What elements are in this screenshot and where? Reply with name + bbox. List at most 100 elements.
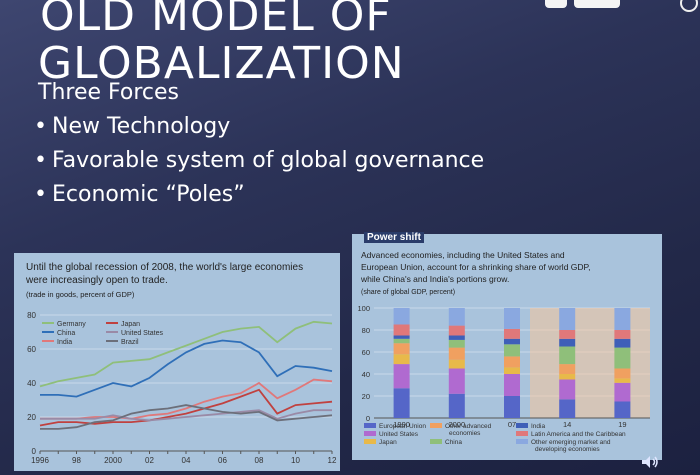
bar-segment-other-emerging-market-and-developing-economies [559, 308, 576, 330]
bar-segment-india [614, 338, 631, 348]
series-line-united-states [40, 409, 332, 422]
y-tick-label: 80 [27, 311, 36, 320]
projection-background [530, 308, 650, 418]
bar-segment-japan [393, 354, 410, 365]
series-line-brazil [40, 404, 333, 430]
x-tick-label: 12 [328, 456, 337, 465]
legend-swatch [516, 431, 528, 436]
line-chart: 0 20 40 60 80 1996 98 2000 02 04 06 08 10 12 Germany… [27, 311, 337, 465]
bar-segment-european-union [504, 396, 520, 418]
speaker-icon[interactable] [640, 455, 660, 469]
bar-segment-india [504, 338, 520, 345]
legend-swatch [364, 439, 376, 444]
y-tick-label: 60 [27, 345, 36, 354]
bar-segment-united-states [614, 382, 631, 402]
legend-swatch [430, 423, 442, 428]
bar-segment-european-union [393, 388, 410, 418]
bar-segment-other-advanced-economies [393, 343, 410, 355]
bar-segment-latin-america-and-the-caribbean [559, 330, 576, 339]
bar-segment-other-emerging-market-and-developing-economies [504, 308, 520, 329]
legend-swatch [516, 423, 528, 428]
bar-segment-other-emerging-market-and-developing-economies [448, 308, 465, 326]
stacked-bar-chart: 0 20 40 60 80 100 1990 2000 07 14 19 [357, 304, 650, 429]
legend-swatch [364, 423, 376, 428]
chart-title-line1: Until the global recession of 2008, the … [26, 262, 304, 273]
bar-segment-japan [504, 367, 520, 374]
bar-segment-latin-america-and-the-caribbean [393, 324, 410, 336]
bar-segment-india [448, 335, 465, 340]
legend-label: China [57, 330, 75, 337]
y-tick-label: 40 [27, 379, 36, 388]
bar-segment-united-states [559, 379, 576, 400]
toolbar-button[interactable] [545, 0, 567, 8]
chart-title-line1: Advanced economies, including the United… [361, 250, 565, 260]
y-tick-label: 20 [27, 413, 36, 422]
x-tick-label: 1990 [393, 420, 410, 429]
bar-segment-other-advanced-economies [448, 347, 465, 360]
x-tick-label: 08 [255, 456, 264, 465]
legend-label: European Union [379, 423, 426, 430]
legend-swatch [430, 439, 442, 444]
slide-title-line1: OLD MODEL OF [40, 0, 392, 41]
bar-segment-india [393, 335, 410, 339]
toolbar-button-2[interactable] [574, 0, 620, 8]
slide-subheading: Three Forces [38, 80, 179, 105]
legend-label: Japan [121, 321, 140, 328]
x-tick-label: 2000 [104, 456, 122, 465]
bullet-item: • Favorable system of global governance [34, 148, 485, 173]
legend-label: economies [449, 430, 481, 437]
x-tick-label: 07 [508, 420, 516, 429]
x-tick-label: 04 [182, 456, 191, 465]
bar-segment-european-union [614, 401, 631, 418]
chart-ylabel: (trade in goods, percent of GDP) [26, 290, 135, 299]
bar-segment-european-union [448, 393, 465, 418]
power-shift-chart-panel: Power shift Advanced economies, includin… [352, 232, 662, 460]
bar-segment-other-advanced-economies [504, 356, 520, 368]
x-tick-label: 10 [291, 456, 300, 465]
legend-label: Other emerging market and [531, 439, 611, 446]
chart-ylabel: (share of global GDP, percent) [361, 289, 456, 296]
y-tick-label: 80 [362, 326, 370, 335]
y-tick-label: 40 [362, 370, 370, 379]
x-tick-label: 1996 [31, 456, 49, 465]
legend-swatch [364, 431, 376, 436]
x-tick-label: 98 [72, 456, 81, 465]
bar-segment-european-union [559, 399, 576, 418]
bar-segment-other-advanced-economies [559, 364, 576, 374]
chart-title-line3: while China's and India's portions grow. [361, 274, 510, 284]
bar-segment-united-states [393, 364, 410, 389]
bar-segment-china [504, 344, 520, 357]
bar-segment-japan [448, 359, 465, 369]
bar-segment-other-advanced-economies [614, 368, 631, 379]
bullet-list: • New Technology • Favorable system of glo… [34, 110, 484, 212]
legend-label: China [445, 439, 462, 446]
y-tick-label: 100 [357, 304, 370, 313]
legend-label: Brazil [121, 339, 139, 346]
bar-segment-china [393, 338, 410, 344]
y-tick-label: 20 [362, 392, 370, 401]
x-tick-label: 14 [563, 420, 571, 429]
bar-segment-united-states [504, 374, 520, 396]
bar-segment-japan [559, 374, 576, 380]
chart-header: Power shift [364, 232, 424, 243]
legend-label: Japan [379, 439, 397, 446]
trade-openness-chart-panel: Until the global recession of 2008, the … [14, 253, 340, 471]
bar-segment-china [614, 347, 631, 369]
bullet-item: • Economic “Poles” [34, 182, 245, 207]
bar-segment-china [448, 339, 465, 348]
legend-label: India [531, 423, 545, 430]
bar-segment-other-emerging-market-and-developing-economies [614, 308, 631, 330]
refresh-icon[interactable] [680, 0, 698, 12]
bar-segment-japan [614, 378, 631, 383]
legend-label: Germany [57, 321, 86, 328]
bar-segment-china [559, 346, 576, 365]
x-tick-label: 02 [145, 456, 154, 465]
bar-segment-latin-america-and-the-caribbean [448, 325, 465, 336]
bullet-item: • New Technology [34, 114, 231, 139]
x-tick-label: 2000 [448, 420, 465, 429]
bar-segment-latin-america-and-the-caribbean [504, 328, 520, 339]
series-line-india [40, 378, 333, 420]
bar-segment-united-states [448, 368, 465, 394]
x-tick-label: 19 [618, 420, 626, 429]
